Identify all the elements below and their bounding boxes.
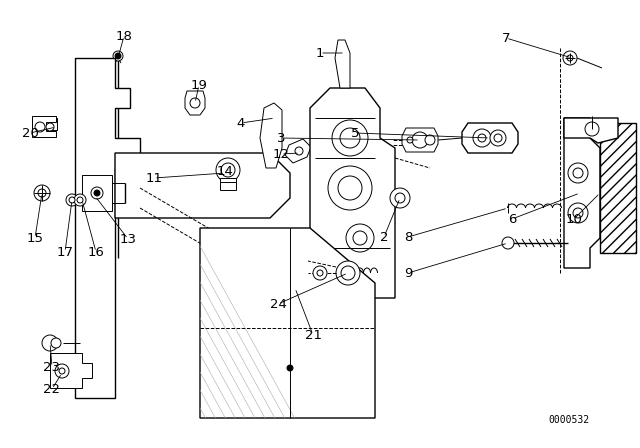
Text: 17: 17 — [56, 246, 74, 258]
Text: 15: 15 — [26, 232, 44, 245]
Circle shape — [38, 189, 46, 197]
Circle shape — [287, 365, 293, 371]
Circle shape — [51, 338, 61, 348]
Text: 2: 2 — [380, 231, 388, 244]
Circle shape — [407, 137, 413, 143]
Text: 11: 11 — [145, 172, 163, 185]
Circle shape — [113, 51, 123, 61]
Circle shape — [55, 364, 69, 378]
Circle shape — [115, 53, 121, 59]
Circle shape — [473, 129, 491, 147]
Circle shape — [46, 123, 54, 131]
Circle shape — [216, 158, 240, 182]
Circle shape — [328, 166, 372, 210]
Circle shape — [573, 168, 583, 178]
Text: 22: 22 — [44, 383, 61, 396]
Polygon shape — [115, 153, 290, 218]
Circle shape — [42, 335, 58, 351]
Circle shape — [346, 224, 374, 252]
Circle shape — [568, 203, 588, 223]
Text: 7: 7 — [502, 31, 510, 44]
Polygon shape — [32, 118, 57, 135]
Circle shape — [573, 208, 583, 218]
Text: 23: 23 — [44, 361, 61, 374]
Text: 12: 12 — [273, 147, 289, 160]
Circle shape — [502, 237, 514, 249]
Circle shape — [568, 163, 588, 183]
Text: 10: 10 — [566, 212, 582, 225]
Circle shape — [295, 147, 303, 155]
Text: 24: 24 — [269, 297, 287, 310]
Circle shape — [91, 187, 103, 199]
Text: 16: 16 — [88, 246, 104, 258]
Text: 8: 8 — [404, 231, 412, 244]
Circle shape — [425, 135, 435, 145]
Circle shape — [317, 270, 323, 276]
Circle shape — [341, 266, 355, 280]
Circle shape — [332, 120, 368, 156]
Text: 4: 4 — [237, 116, 245, 129]
Text: 3: 3 — [276, 132, 285, 145]
Polygon shape — [32, 116, 56, 137]
Circle shape — [34, 185, 50, 201]
Circle shape — [340, 128, 360, 148]
Text: 13: 13 — [120, 233, 136, 246]
Polygon shape — [564, 118, 618, 143]
Circle shape — [66, 194, 78, 206]
Circle shape — [490, 130, 506, 146]
Circle shape — [395, 193, 405, 203]
Circle shape — [567, 55, 573, 61]
Circle shape — [494, 134, 502, 142]
Circle shape — [221, 163, 235, 177]
Text: 0000532: 0000532 — [548, 415, 589, 425]
Text: 6: 6 — [508, 212, 516, 225]
Circle shape — [390, 188, 410, 208]
Polygon shape — [462, 123, 518, 153]
Text: 19: 19 — [191, 78, 207, 91]
Circle shape — [353, 231, 367, 245]
Circle shape — [313, 266, 327, 280]
Circle shape — [478, 134, 486, 142]
Polygon shape — [310, 88, 395, 298]
Polygon shape — [335, 40, 350, 88]
Circle shape — [336, 261, 360, 285]
Polygon shape — [600, 123, 636, 253]
Text: 9: 9 — [404, 267, 412, 280]
Circle shape — [585, 122, 599, 136]
Text: 20: 20 — [22, 126, 38, 139]
Circle shape — [59, 368, 65, 374]
Text: 5: 5 — [351, 126, 359, 139]
Circle shape — [74, 194, 86, 206]
Circle shape — [35, 122, 45, 132]
Polygon shape — [82, 175, 112, 211]
Polygon shape — [220, 178, 236, 190]
Polygon shape — [564, 118, 600, 268]
Polygon shape — [200, 228, 375, 418]
Text: 1: 1 — [316, 47, 324, 60]
Text: 14: 14 — [216, 164, 234, 177]
Circle shape — [338, 176, 362, 200]
Text: 18: 18 — [116, 30, 132, 43]
Polygon shape — [260, 103, 282, 168]
Circle shape — [412, 132, 428, 148]
Circle shape — [77, 197, 83, 203]
Text: 21: 21 — [305, 328, 321, 341]
Polygon shape — [50, 353, 92, 388]
Circle shape — [563, 51, 577, 65]
Circle shape — [94, 190, 100, 196]
Polygon shape — [402, 128, 438, 152]
Circle shape — [69, 197, 75, 203]
Polygon shape — [185, 91, 205, 115]
Circle shape — [190, 98, 200, 108]
Polygon shape — [75, 58, 140, 398]
Polygon shape — [285, 139, 311, 163]
